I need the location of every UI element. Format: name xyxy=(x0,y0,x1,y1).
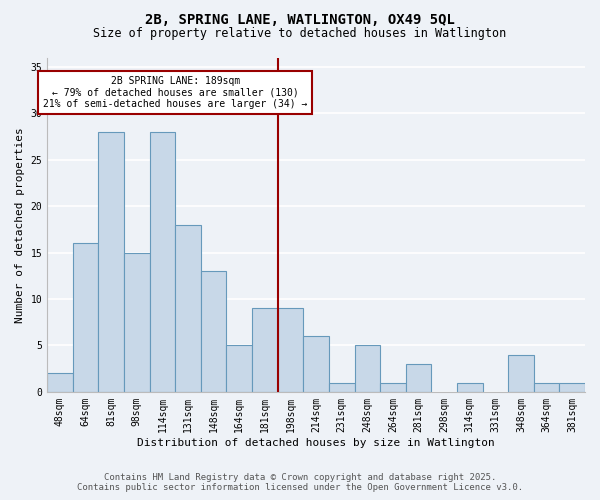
Bar xyxy=(380,382,406,392)
Bar xyxy=(559,382,585,392)
Bar xyxy=(149,132,175,392)
Text: Contains HM Land Registry data © Crown copyright and database right 2025.
Contai: Contains HM Land Registry data © Crown c… xyxy=(77,473,523,492)
Text: Size of property relative to detached houses in Watlington: Size of property relative to detached ho… xyxy=(94,28,506,40)
Bar xyxy=(226,346,252,392)
Bar xyxy=(303,336,329,392)
Bar xyxy=(47,374,73,392)
Bar xyxy=(329,382,355,392)
Bar xyxy=(252,308,278,392)
Bar xyxy=(124,252,149,392)
Bar xyxy=(201,271,226,392)
X-axis label: Distribution of detached houses by size in Watlington: Distribution of detached houses by size … xyxy=(137,438,495,448)
Bar xyxy=(534,382,559,392)
Bar xyxy=(175,224,201,392)
Bar xyxy=(355,346,380,392)
Text: 2B, SPRING LANE, WATLINGTON, OX49 5QL: 2B, SPRING LANE, WATLINGTON, OX49 5QL xyxy=(145,12,455,26)
Text: 2B SPRING LANE: 189sqm
← 79% of detached houses are smaller (130)
21% of semi-de: 2B SPRING LANE: 189sqm ← 79% of detached… xyxy=(43,76,307,110)
Bar xyxy=(457,382,482,392)
Bar xyxy=(278,308,303,392)
Bar xyxy=(98,132,124,392)
Bar xyxy=(406,364,431,392)
Y-axis label: Number of detached properties: Number of detached properties xyxy=(15,127,25,322)
Bar xyxy=(73,243,98,392)
Bar xyxy=(508,354,534,392)
